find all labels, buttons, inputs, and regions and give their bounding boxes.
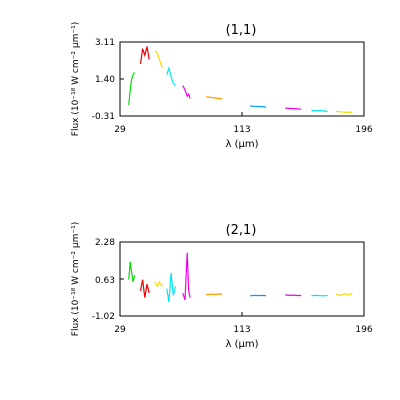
x-tick-label: 196 xyxy=(355,325,372,335)
series-line xyxy=(166,66,176,86)
panel-2-1: (2,1) 2.28 0.63 -1.02 29 113 196 λ (μm) … xyxy=(71,222,373,350)
y-tick-label: 0.63 xyxy=(95,276,115,286)
y-axis-label: Flux (10⁻¹⁸ W cm⁻² μm⁻¹) xyxy=(71,22,81,136)
series-line xyxy=(128,72,136,106)
series-layer xyxy=(128,252,353,303)
x-tick-label: 113 xyxy=(233,325,250,335)
series-line xyxy=(154,280,163,288)
plot-frame xyxy=(119,241,365,317)
tick-layer xyxy=(119,241,365,317)
x-tick-label: 29 xyxy=(114,125,126,135)
series-layer xyxy=(128,46,353,114)
series-line xyxy=(154,50,163,69)
panel-1-1: (1,1) 3.11 1.40 -0.31 29 113 196 λ (μm) … xyxy=(71,22,373,150)
chart-title: (2,1) xyxy=(226,223,257,238)
x-tick-label: 113 xyxy=(233,125,250,135)
series-line xyxy=(166,272,177,303)
x-tick-label: 29 xyxy=(114,325,126,335)
series-line xyxy=(182,252,191,301)
y-tick-label: -0.31 xyxy=(92,112,115,122)
chart-title: (1,1) xyxy=(226,23,257,38)
series-line xyxy=(285,294,302,297)
series-line xyxy=(139,46,150,64)
series-line xyxy=(206,96,223,100)
x-axis-label: λ (μm) xyxy=(225,339,258,350)
series-line xyxy=(311,109,328,113)
x-axis-label: λ (μm) xyxy=(225,139,258,150)
y-tick-label: 2.28 xyxy=(95,238,115,248)
x-tick-label: 196 xyxy=(355,125,372,135)
y-tick-label: 3.11 xyxy=(95,38,115,48)
series-line xyxy=(206,293,223,296)
tick-layer xyxy=(119,41,365,117)
series-line xyxy=(285,107,302,110)
series-line xyxy=(336,110,353,114)
series-line xyxy=(249,105,267,108)
series-line xyxy=(139,279,150,298)
y-axis-label: Flux (10⁻¹⁸ W cm⁻² μm⁻¹) xyxy=(71,222,81,336)
series-line xyxy=(128,261,136,283)
series-line xyxy=(336,292,353,297)
y-tick-label: -1.02 xyxy=(92,312,115,322)
y-tick-label: 1.40 xyxy=(95,75,115,85)
series-line xyxy=(182,85,191,99)
